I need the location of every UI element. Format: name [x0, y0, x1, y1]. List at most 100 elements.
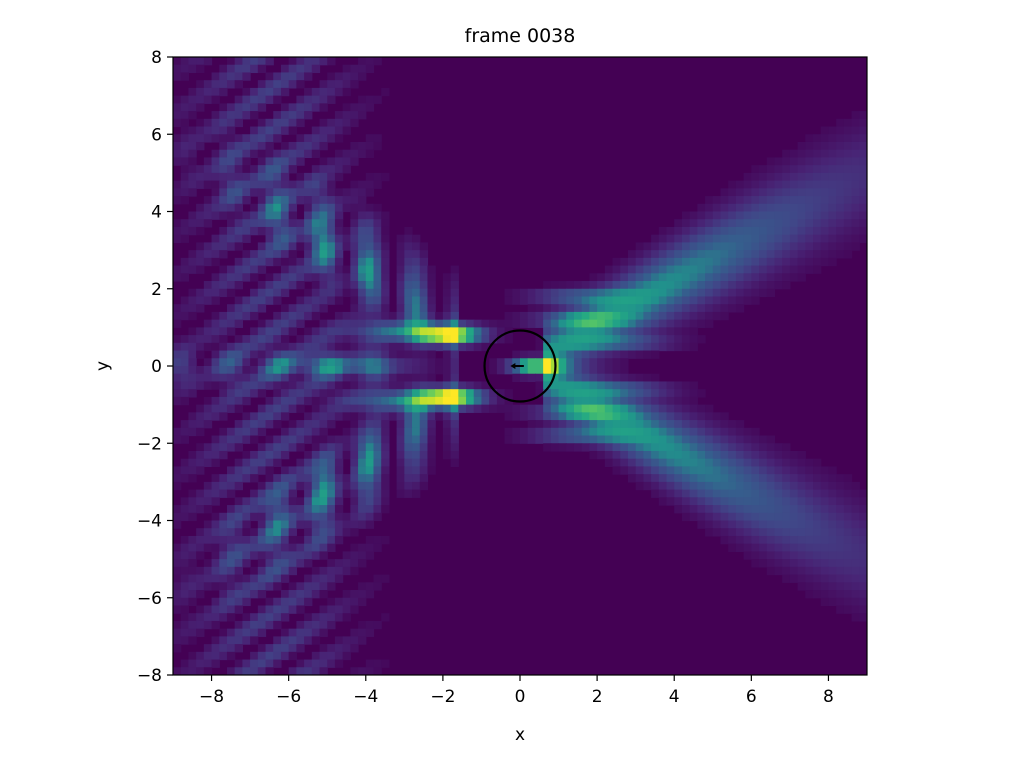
heatmap-cell	[412, 466, 421, 475]
heatmap-cell	[789, 180, 799, 189]
heatmap-cell	[643, 335, 652, 344]
heatmap-cell	[820, 219, 830, 228]
heatmap-cell	[265, 226, 274, 236]
heatmap-cell	[759, 226, 768, 236]
heatmap-cell	[666, 265, 675, 274]
heatmap-cell	[304, 211, 313, 220]
heatmap-cell	[573, 396, 583, 406]
heatmap-cell	[319, 481, 328, 491]
heatmap-cell	[705, 196, 714, 205]
heatmap-cell	[720, 535, 729, 545]
heatmap-cell	[789, 250, 799, 259]
heatmap-cell	[558, 420, 567, 429]
heatmap-cell	[627, 281, 637, 290]
heatmap-cell	[219, 234, 228, 243]
heatmap-cell	[589, 327, 598, 336]
heatmap-cell	[828, 257, 837, 267]
heatmap-cell	[658, 396, 668, 406]
heatmap-cell	[342, 111, 351, 120]
heatmap-cell	[620, 420, 629, 429]
heatmap-cell	[358, 404, 367, 413]
heatmap-cell	[674, 319, 683, 328]
heatmap-cell	[203, 242, 213, 251]
heatmap-cell	[566, 304, 575, 313]
heatmap-cell	[751, 512, 760, 522]
heatmap-cell	[273, 118, 282, 128]
heatmap-cell	[836, 481, 845, 491]
heatmap-cell	[836, 597, 845, 607]
heatmap-cell	[273, 335, 282, 344]
heatmap-cell	[751, 520, 760, 529]
heatmap-cell	[250, 103, 259, 112]
heatmap-cell	[597, 327, 606, 336]
heatmap-cell	[211, 172, 220, 182]
heatmap-cell	[805, 512, 814, 522]
heatmap-cell	[342, 126, 351, 135]
heatmap-cell	[296, 111, 305, 120]
heatmap-cell	[581, 335, 590, 344]
heatmap-cell	[697, 450, 706, 460]
heatmap-cell	[265, 296, 274, 305]
heatmap-cell	[265, 281, 274, 290]
heatmap-cell	[319, 358, 328, 367]
heatmap-cell	[365, 667, 375, 675]
heatmap-cell	[304, 628, 313, 637]
heatmap-cell	[211, 605, 220, 614]
heatmap-cell	[666, 319, 675, 328]
heatmap-cell	[681, 381, 691, 390]
heatmap-cell	[311, 466, 321, 475]
heatmap-cell	[697, 257, 706, 267]
heatmap-cell	[373, 420, 382, 429]
heatmap-cell	[226, 628, 236, 637]
heatmap-cell	[257, 450, 267, 460]
heatmap-cell	[250, 381, 259, 390]
heatmap-cell	[196, 613, 205, 622]
heatmap-cell	[304, 103, 313, 112]
heatmap-cell	[373, 172, 382, 182]
heatmap-cell	[265, 242, 274, 251]
heatmap-cell	[743, 443, 752, 452]
heatmap-cell	[334, 450, 344, 460]
heatmap-cell	[226, 211, 236, 220]
heatmap-cell	[280, 435, 290, 444]
heatmap-cell	[442, 435, 452, 444]
heatmap-cell	[820, 489, 830, 498]
heatmap-cell	[188, 590, 197, 599]
heatmap-cell	[442, 396, 452, 406]
heatmap-cell	[612, 265, 621, 274]
heatmap-cell	[620, 358, 629, 367]
heatmap-cell	[728, 497, 737, 506]
heatmap-cell	[828, 196, 837, 205]
heatmap-cell	[689, 226, 698, 236]
heatmap-cell	[859, 188, 867, 197]
heatmap-cell	[566, 350, 575, 359]
heatmap-cell	[573, 319, 583, 328]
heatmap-cell	[265, 118, 274, 128]
heatmap-cell	[573, 381, 583, 390]
heatmap-cell	[196, 628, 205, 637]
heatmap-cell	[173, 72, 182, 81]
heatmap-cell	[358, 590, 367, 599]
heatmap-cell	[404, 342, 413, 352]
heatmap-cell	[782, 172, 791, 182]
heatmap-cell	[612, 458, 621, 468]
heatmap-cell	[226, 265, 236, 274]
heatmap-cell	[419, 342, 429, 352]
heatmap-cell	[311, 188, 321, 197]
heatmap-cell	[211, 582, 220, 591]
heatmap-cell	[412, 281, 421, 290]
heatmap-cell	[705, 528, 714, 537]
heatmap-cell	[666, 250, 675, 259]
heatmap-cell	[566, 288, 575, 298]
heatmap-cell	[381, 226, 390, 236]
heatmap-cell	[296, 64, 305, 74]
heatmap-cell	[813, 157, 822, 166]
heatmap-cell	[211, 651, 220, 661]
heatmap-cell	[173, 265, 182, 274]
heatmap-cell	[805, 242, 814, 251]
heatmap-cell	[327, 87, 336, 97]
heatmap-cell	[396, 273, 405, 282]
heatmap-cell	[250, 389, 259, 398]
heatmap-cell	[358, 551, 367, 560]
heatmap-cell	[203, 651, 213, 661]
